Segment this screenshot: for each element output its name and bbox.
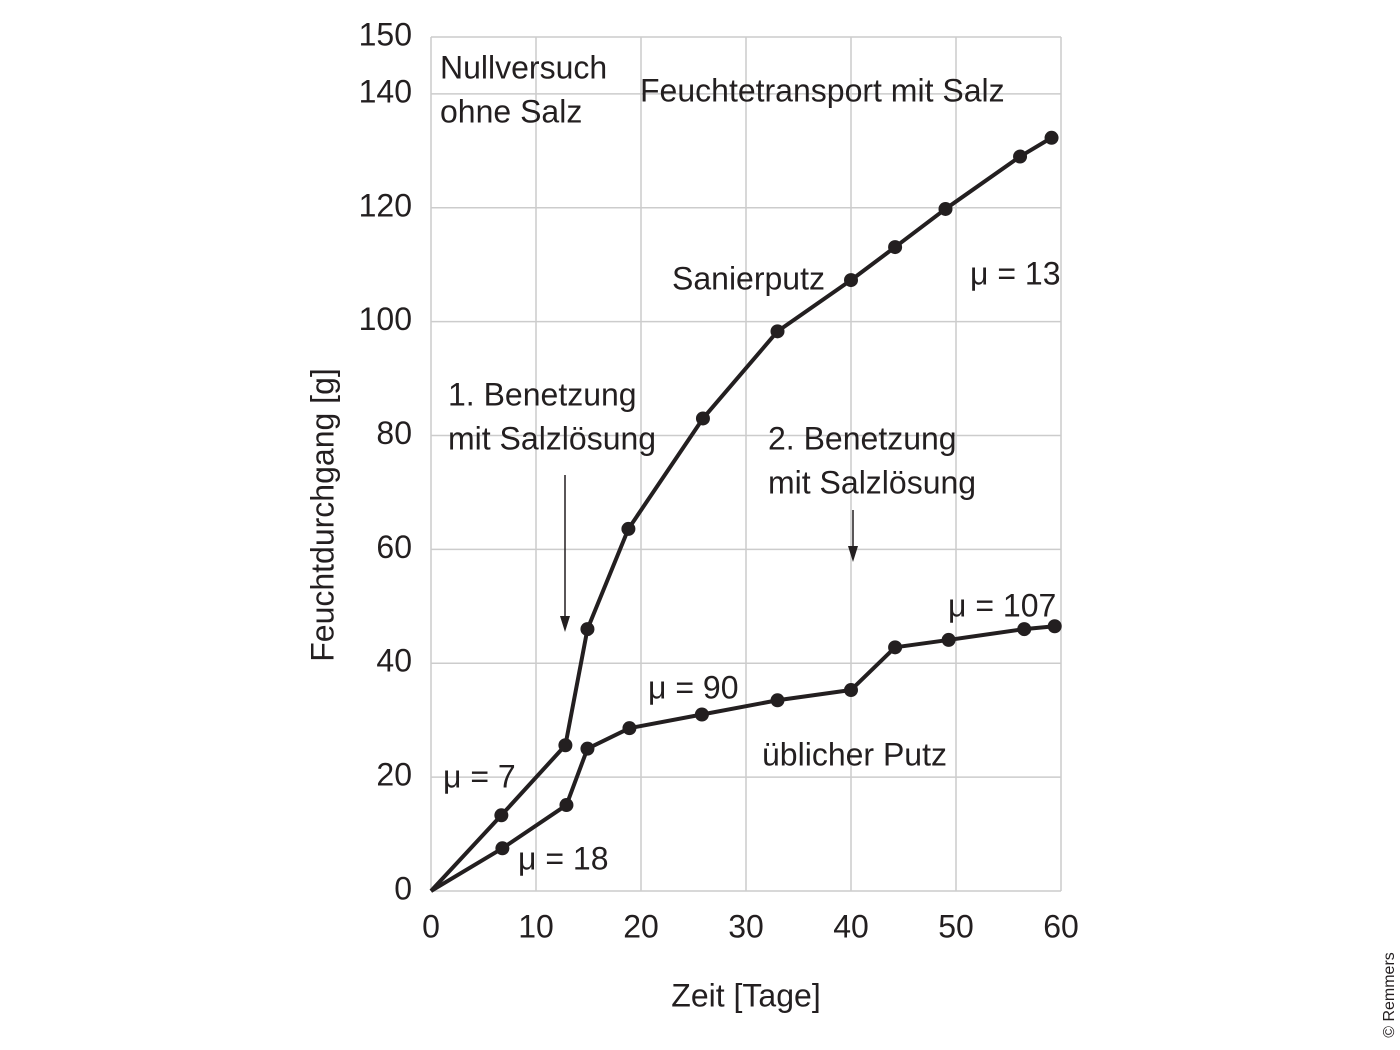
annotation: 2. Benetzung bbox=[768, 420, 957, 456]
annotation: ohne Salz bbox=[440, 93, 582, 129]
x-tick-label: 10 bbox=[518, 908, 554, 944]
data-point bbox=[1044, 130, 1059, 145]
series-label: Sanierputz bbox=[672, 260, 825, 296]
annotation: mit Salzlösung bbox=[768, 464, 976, 500]
data-point bbox=[694, 707, 709, 722]
data-point bbox=[558, 738, 573, 753]
y-tick-label: 40 bbox=[376, 643, 412, 679]
x-tick-label: 60 bbox=[1043, 908, 1079, 944]
y-tick-label: 60 bbox=[376, 529, 412, 565]
data-point bbox=[1013, 149, 1028, 164]
annotation: 1. Benetzung bbox=[448, 376, 637, 412]
y-tick-label: 0 bbox=[394, 870, 412, 906]
y-tick-label: 80 bbox=[376, 415, 412, 451]
x-tick-label: 30 bbox=[728, 908, 764, 944]
y-axis-label: Feuchtdurchgang [g] bbox=[304, 368, 340, 662]
arrow-head bbox=[560, 616, 570, 632]
data-point bbox=[580, 622, 595, 637]
data-point bbox=[622, 721, 637, 736]
x-tick-label: 20 bbox=[623, 908, 659, 944]
data-point bbox=[1047, 619, 1062, 634]
data-point bbox=[494, 808, 509, 823]
data-point bbox=[888, 240, 903, 255]
data-point bbox=[580, 741, 595, 756]
data-point bbox=[844, 273, 858, 288]
data-point bbox=[1017, 622, 1032, 637]
data-point bbox=[844, 683, 858, 698]
data-point bbox=[941, 632, 956, 647]
annotation: mit Salzlösung bbox=[448, 420, 656, 456]
y-tick-label: 20 bbox=[376, 757, 412, 793]
annotation: Nullversuch bbox=[440, 49, 607, 85]
grid bbox=[430, 36, 1062, 892]
data-point bbox=[888, 640, 903, 655]
data-point bbox=[770, 693, 785, 708]
data-point bbox=[495, 841, 510, 856]
y-tick-label: 140 bbox=[359, 73, 412, 109]
data-point bbox=[938, 201, 953, 216]
annotation: μ = 90 bbox=[648, 669, 739, 705]
annotation: μ = 13 bbox=[970, 255, 1061, 291]
y-tick-label: 120 bbox=[359, 187, 412, 223]
data-point bbox=[559, 798, 574, 813]
arrow-head bbox=[848, 546, 858, 562]
annotation: μ = 7 bbox=[443, 758, 516, 794]
annotation: Feuchtetransport mit Salz bbox=[640, 72, 1005, 108]
x-tick-label: 0 bbox=[422, 908, 440, 944]
series-label: üblicher Putz bbox=[762, 736, 947, 772]
data-point bbox=[695, 411, 710, 426]
credit: © Remmers bbox=[1381, 952, 1398, 1038]
annotation: μ = 18 bbox=[518, 840, 609, 876]
data-point bbox=[621, 521, 636, 536]
series-line bbox=[429, 136, 1053, 893]
x-tick-label: 50 bbox=[938, 908, 974, 944]
data-point bbox=[770, 324, 785, 339]
y-tick-label: 150 bbox=[359, 16, 412, 52]
annotation: μ = 107 bbox=[948, 587, 1056, 623]
x-tick-label: 40 bbox=[833, 908, 869, 944]
y-tick-label: 100 bbox=[359, 301, 412, 337]
x-axis-label: Zeit [Tage] bbox=[671, 977, 820, 1013]
series-line bbox=[429, 624, 1055, 893]
